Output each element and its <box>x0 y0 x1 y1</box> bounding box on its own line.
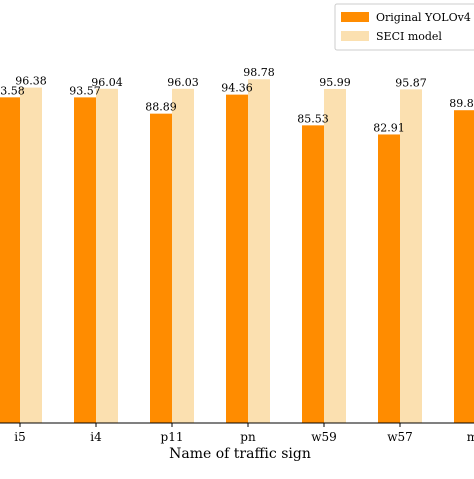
x-ticks-layer: i5 i4 p11 pn w59 w57 ma <box>14 423 474 444</box>
bar-seci-model-i4 <box>96 88 118 424</box>
bar-seci-model-i5 <box>20 87 42 424</box>
x-tick-label-w59: w59 <box>311 430 337 444</box>
bar-original-yolov4-pn <box>226 94 248 423</box>
x-tick-label-ma: ma <box>467 430 474 444</box>
bars-layer <box>0 79 474 424</box>
bar-original-yolov4-p11 <box>150 113 172 423</box>
legend-swatch-original-yolov4 <box>341 12 369 22</box>
bar-seci-model-w57 <box>400 89 422 423</box>
data-label-original-yolov4-i4: 93.57 <box>69 84 101 97</box>
data-label-original-yolov4-p11: 88.89 <box>145 101 177 114</box>
bar-seci-model-pn <box>248 79 270 423</box>
data-label-original-yolov4-w57: 82.91 <box>373 121 405 134</box>
x-tick-label-i4: i4 <box>90 430 102 444</box>
x-tick-label-p11: p11 <box>161 430 184 444</box>
bar-original-yolov4-w59 <box>302 125 324 424</box>
data-label-seci-model-w57: 95.87 <box>395 76 427 89</box>
x-tick-label-w57: w57 <box>387 430 413 444</box>
data-label-original-yolov4-w59: 85.53 <box>297 112 329 125</box>
data-label-original-yolov4-pn: 94.36 <box>221 82 253 95</box>
x-tick-label-pn: pn <box>240 430 256 444</box>
bar-original-yolov4-ma <box>454 110 474 424</box>
data-label-seci-model-i4: 96.04 <box>91 76 123 89</box>
data-label-original-yolov4-ma: 89.88 <box>449 97 474 110</box>
legend-label-seci-model: SECI model <box>376 30 442 43</box>
x-axis-title: Name of traffic sign <box>169 446 311 462</box>
bar-original-yolov4-i4 <box>74 97 96 423</box>
legend-frame <box>334 3 474 51</box>
bar-original-yolov4-i5 <box>0 97 20 423</box>
data-label-seci-model-pn: 98.78 <box>243 66 275 79</box>
data-label-seci-model-w59: 95.99 <box>319 76 351 89</box>
bar-seci-model-w59 <box>324 88 346 423</box>
legend: Original YOLOv4 SECI model <box>334 3 474 51</box>
data-label-seci-model-i5: 96.38 <box>15 75 47 88</box>
bar-seci-model-p11 <box>172 88 194 423</box>
x-tick-label-i5: i5 <box>14 430 25 444</box>
data-label-original-yolov4-i5: 93.58 <box>0 84 25 97</box>
bar-original-yolov4-w57 <box>378 134 400 423</box>
data-label-seci-model-p11: 96.03 <box>167 76 199 89</box>
legend-swatch-seci-model <box>341 31 369 41</box>
legend-label-original-yolov4: Original YOLOv4 <box>376 11 471 24</box>
